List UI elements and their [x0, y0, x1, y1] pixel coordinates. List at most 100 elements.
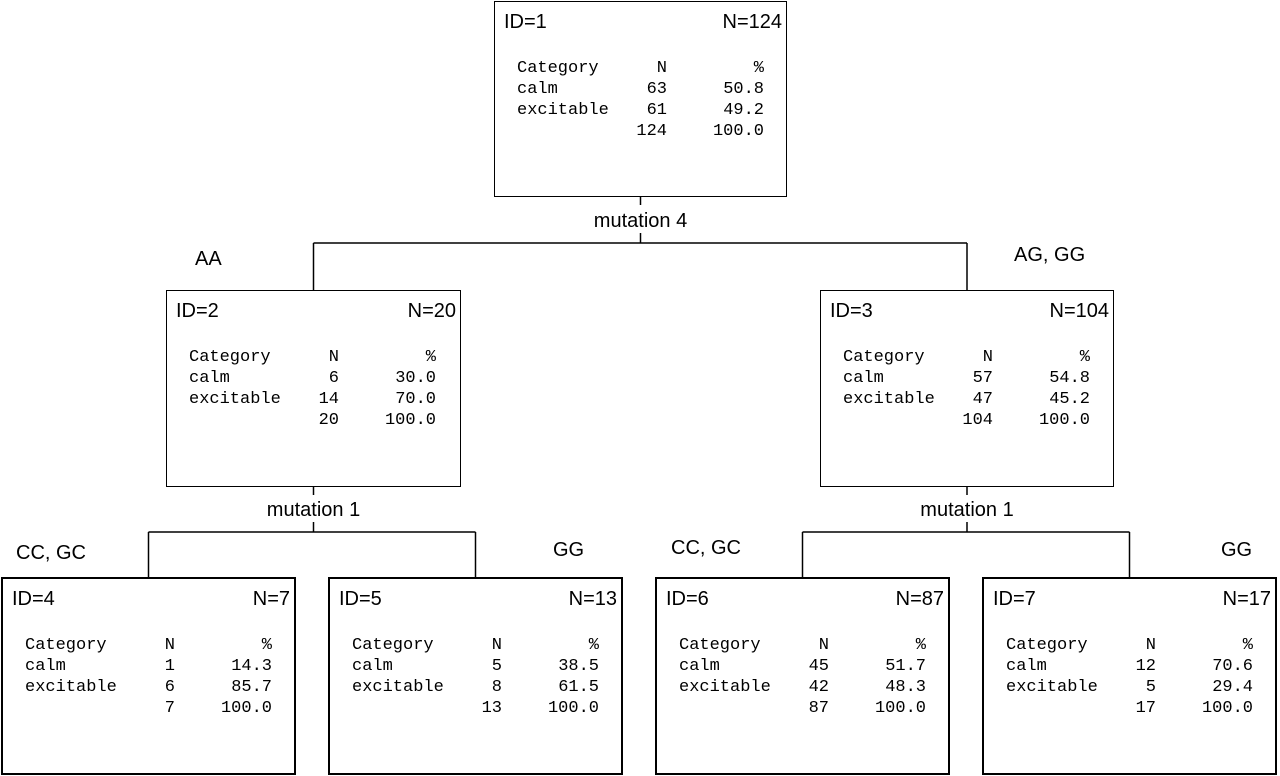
count-cell: N: [491, 636, 502, 655]
tree-node: ID=3 N=104 Category N% calm 57 54.8 excitable 47…: [820, 290, 1114, 487]
split-variable-label: mutation 1: [266, 499, 361, 521]
tree-node: ID=1 N=124 Category N% calm 63 50.8 excitable 61…: [494, 1, 787, 197]
percent-cell: 100.0: [712, 122, 764, 141]
branch-right-label: GG: [553, 539, 585, 561]
category-cell: calm: [189, 369, 230, 388]
percent-cell: 100.0: [1038, 411, 1090, 430]
percent-cell: 50.8: [723, 80, 764, 99]
count-cell: 1: [164, 657, 175, 676]
percent-cell: 61.5: [558, 678, 599, 697]
category-cell: excitable: [843, 390, 935, 409]
node-count: N=20: [407, 300, 456, 322]
category-cell: excitable: [352, 678, 444, 697]
count-cell: 5: [1145, 678, 1156, 697]
tree-node: ID=4 N=7 Category N% calm 1 14.3 excitable 6 85.7…: [1, 577, 296, 775]
percent-cell: 70.6: [1212, 657, 1253, 676]
percent-cell: 100.0: [1201, 699, 1253, 718]
category-cell: calm: [352, 657, 393, 676]
branch-left-label: CC, GC: [16, 542, 86, 564]
category-cell: Category: [517, 59, 599, 78]
split-variable-label: mutation 4: [593, 210, 688, 232]
count-cell: N: [818, 636, 829, 655]
category-cell: Category: [843, 348, 925, 367]
branch-right-label: GG: [1221, 539, 1253, 561]
count-cell: 12: [1135, 657, 1156, 676]
count-cell: 17: [1135, 699, 1156, 718]
count-cell: 6: [328, 369, 339, 388]
category-cell: excitable: [1006, 678, 1098, 697]
count-cell: N: [1145, 636, 1156, 655]
count-cell: N: [328, 348, 339, 367]
percent-cell: 100.0: [874, 699, 926, 718]
percent-cell: %: [1242, 636, 1253, 655]
category-cell: calm: [679, 657, 720, 676]
category-cell: Category: [25, 636, 107, 655]
count-cell: 124: [636, 122, 667, 141]
count-cell: 47: [972, 390, 993, 409]
count-cell: N: [982, 348, 993, 367]
category-cell: calm: [517, 80, 558, 99]
percent-cell: %: [1079, 348, 1090, 367]
node-count: N=124: [722, 11, 783, 33]
node-id: ID=1: [504, 11, 547, 33]
percent-cell: 49.2: [723, 101, 764, 120]
split-variable-label: mutation 1: [920, 499, 1014, 521]
category-cell: excitable: [517, 101, 609, 120]
count-cell: 14: [318, 390, 339, 409]
percent-cell: 85.7: [231, 678, 272, 697]
count-cell: 6: [164, 678, 175, 697]
percent-cell: 38.5: [558, 657, 599, 676]
node-count: N=7: [252, 588, 290, 610]
node-id: ID=5: [339, 588, 382, 610]
node-id: ID=4: [12, 588, 55, 610]
percent-cell: %: [261, 636, 272, 655]
category-cell: Category: [189, 348, 271, 367]
count-cell: 57: [972, 369, 993, 388]
category-cell: calm: [1006, 657, 1047, 676]
percent-cell: 100.0: [547, 699, 599, 718]
category-cell: excitable: [25, 678, 117, 697]
branch-left-label: AA: [195, 248, 222, 270]
node-count: N=17: [1222, 588, 1271, 610]
count-cell: 20: [318, 411, 339, 430]
category-cell: Category: [352, 636, 434, 655]
category-cell: excitable: [679, 678, 771, 697]
percent-cell: %: [425, 348, 436, 367]
node-count: N=104: [1049, 300, 1110, 322]
branch-right-label: AG, GG: [1014, 244, 1086, 266]
percent-cell: 54.8: [1049, 369, 1090, 388]
percent-cell: 48.3: [885, 678, 926, 697]
percent-cell: %: [753, 59, 764, 78]
node-count: N=87: [895, 588, 944, 610]
percent-cell: 29.4: [1212, 678, 1253, 697]
percent-cell: 45.2: [1049, 390, 1090, 409]
category-cell: excitable: [189, 390, 281, 409]
percent-cell: 14.3: [231, 657, 272, 676]
percent-cell: 100.0: [384, 411, 436, 430]
percent-cell: 30.0: [395, 369, 436, 388]
percent-cell: 100.0: [220, 699, 272, 718]
count-cell: 8: [491, 678, 502, 697]
tree-node: ID=7 N=17 Category N% calm 12 70.6 excitable 5 29…: [982, 577, 1277, 775]
count-cell: 13: [481, 699, 502, 718]
category-cell: calm: [843, 369, 884, 388]
count-cell: 42: [808, 678, 829, 697]
percent-cell: 70.0: [395, 390, 436, 409]
count-cell: 87: [808, 699, 829, 718]
count-cell: 104: [962, 411, 993, 430]
percent-cell: %: [915, 636, 926, 655]
node-id: ID=3: [830, 300, 873, 322]
node-count: N=13: [568, 588, 617, 610]
branch-left-label: CC, GC: [671, 537, 741, 559]
category-cell: calm: [25, 657, 66, 676]
count-cell: 63: [646, 80, 667, 99]
category-cell: Category: [1006, 636, 1088, 655]
percent-cell: %: [588, 636, 599, 655]
tree-node: ID=2 N=20 Category N% calm 6 30.0 excitable 14 70…: [166, 290, 461, 487]
node-id: ID=6: [666, 588, 709, 610]
node-id: ID=2: [176, 300, 219, 322]
count-cell: 5: [491, 657, 502, 676]
count-cell: N: [656, 59, 667, 78]
